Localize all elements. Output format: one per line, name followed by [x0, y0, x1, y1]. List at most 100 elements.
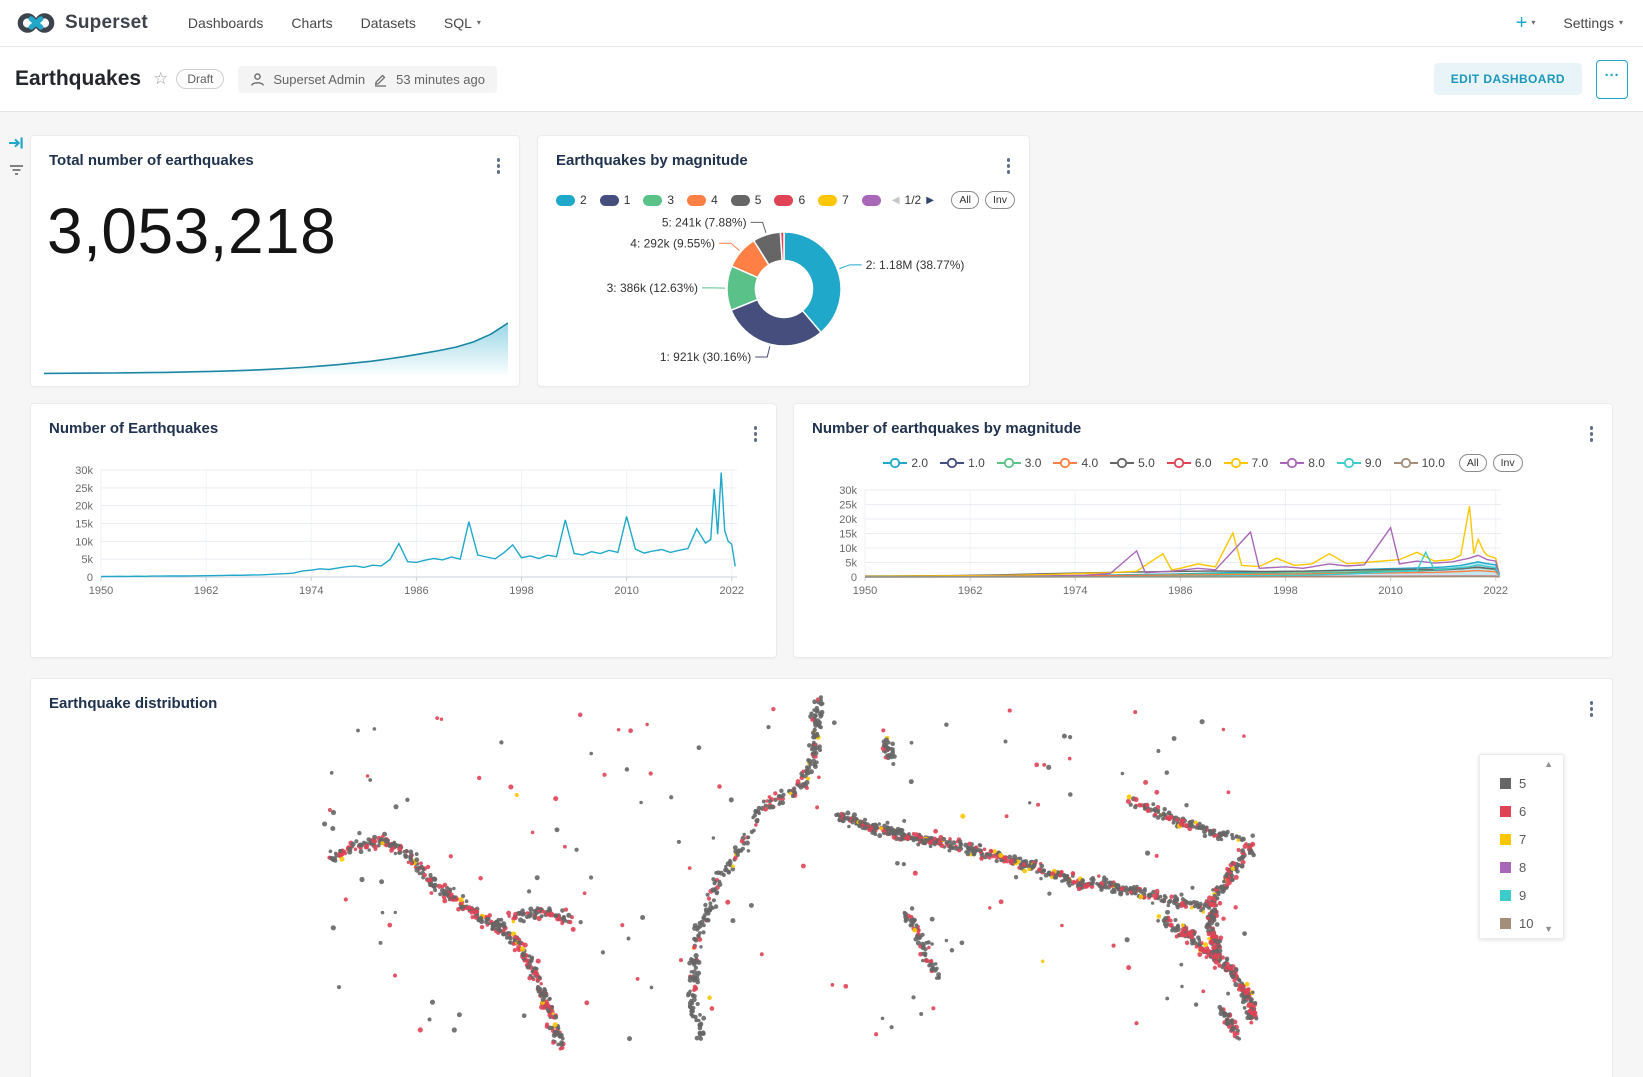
y-axis-tick: 25k	[839, 500, 857, 512]
expand-filter-bar-icon[interactable]	[8, 136, 24, 150]
legend-swatch	[861, 194, 881, 206]
donut-slice-1[interactable]	[730, 298, 823, 347]
legend-item-5.0[interactable]: 5.0	[1110, 456, 1155, 470]
nav-item-datasets[interactable]: Datasets	[360, 15, 416, 31]
donut-chart[interactable]: 2: 1.18M (38.77%) 1: 921k (30.16%) 3: 386k…	[538, 208, 1031, 384]
map-legend-item-8[interactable]: 8	[1480, 853, 1563, 881]
legend-item-9.0[interactable]: 9.0	[1336, 456, 1382, 470]
legend-swatch	[1500, 833, 1511, 845]
legend-item-3[interactable]: 3	[643, 193, 674, 207]
more-options-button[interactable]: ···	[1596, 59, 1628, 99]
chart-card-earthquakes-by-magnitude: Earthquakes by magnitude 2 1 3 4 5 6 7 ◀ 1/2 ▶…	[537, 135, 1030, 387]
chart-options-kebab-icon[interactable]	[494, 155, 504, 177]
donut-slice-label: 4: 292k (9.55%)	[630, 236, 715, 250]
legend-label: 3	[667, 193, 675, 207]
map-legend-item-5[interactable]: 5	[1480, 769, 1563, 797]
legend-line-marker	[1110, 457, 1135, 469]
y-axis-tick: 0	[87, 572, 93, 584]
series-line-main	[100, 472, 736, 578]
brand-name: Superset	[65, 12, 148, 33]
legend-item-4.0[interactable]: 4.0	[1053, 456, 1098, 470]
nav-item-dashboards[interactable]: Dashboards	[187, 15, 264, 31]
legend-item-3.0[interactable]: 3.0	[996, 456, 1042, 470]
legend-item-7.0[interactable]: 7.0	[1223, 456, 1268, 470]
legend-item-5[interactable]: 5	[730, 193, 762, 207]
legend-line-marker	[1053, 457, 1078, 469]
map-canvas[interactable]	[31, 679, 1613, 1077]
chart-title: Total number of earthquakes	[49, 152, 254, 169]
legend-item-6[interactable]: 6	[774, 193, 805, 207]
legend-item-2[interactable]: 2	[556, 193, 587, 207]
legend-label: 3.0	[1024, 456, 1042, 470]
line-legend: 2.0 1.0 3.0 4.0 5.0 6.0 7.0 8.0 9.0 10.0 All Inv	[834, 454, 1572, 472]
series-line-7.0	[864, 505, 1500, 578]
dashboard-meta: Superset Admin 53 minutes ago	[238, 65, 498, 93]
legend-scroll-up-icon[interactable]: ▲	[1544, 759, 1553, 769]
legend-item-6.0[interactable]: 6.0	[1166, 456, 1212, 470]
big-number-value: 3,053,218	[47, 195, 337, 267]
legend-swatch	[818, 194, 838, 206]
x-axis-tick: 1974	[299, 585, 323, 597]
chart-card-number-of-earthquakes: Number of Earthquakes 0 5k 10k 15k 20k 25k 30k…	[30, 403, 777, 658]
legend-next-icon[interactable]: ▶	[926, 194, 934, 206]
owner-name[interactable]: Superset Admin	[273, 71, 366, 87]
legend-item-1.0[interactable]: 1.0	[940, 456, 985, 470]
y-axis-tick: 5k	[845, 558, 857, 570]
edit-pencil-icon[interactable]	[373, 72, 388, 87]
favorite-star-icon[interactable]: ☆	[153, 69, 169, 88]
nav-item-sql[interactable]: SQL ▾	[443, 15, 481, 31]
chart-options-kebab-icon[interactable]	[1587, 423, 1597, 445]
legend-swatch	[1500, 777, 1511, 789]
legend-label: 5	[1519, 775, 1527, 791]
chevron-down-icon: ▾	[1618, 18, 1623, 27]
filter-icon[interactable]	[9, 164, 24, 176]
legend-item-2.0[interactable]: 2.0	[883, 456, 928, 470]
map-legend-item-10[interactable]: 10	[1480, 909, 1563, 937]
y-axis-tick: 10k	[839, 543, 857, 555]
edit-dashboard-button[interactable]: EDIT DASHBOARD	[1433, 63, 1582, 95]
map-legend-item-9[interactable]: 9	[1480, 881, 1563, 909]
chart-options-kebab-icon[interactable]	[1004, 155, 1014, 177]
legend-all-button[interactable]: All	[951, 191, 979, 209]
trendline-sparkline	[44, 322, 508, 375]
chart-options-kebab-icon[interactable]	[1587, 698, 1597, 720]
legend-inv-button[interactable]: Inv	[984, 191, 1015, 209]
legend-swatch	[599, 194, 619, 206]
legend-label: 8	[1519, 859, 1527, 875]
chart-options-kebab-icon[interactable]	[751, 423, 761, 445]
legend-line-marker	[1280, 457, 1305, 469]
line-chart: 0 5k 10k 15k 20k 25k 30k 1950 1962 1974 1986 1998 20…	[75, 465, 744, 597]
legend-item-1[interactable]: 1	[599, 193, 630, 207]
map-legend-item-6[interactable]: 6	[1480, 797, 1563, 825]
legend-item-4[interactable]: 4	[687, 193, 718, 207]
map-legend-item-7[interactable]: 7	[1480, 825, 1563, 853]
x-axis-tick: 1986	[404, 585, 428, 597]
legend-prev-icon[interactable]: ◀	[891, 194, 900, 206]
legend-label: 2.0	[911, 456, 929, 470]
nav-item-charts[interactable]: Charts	[291, 15, 333, 31]
legend-item-8[interactable]	[861, 194, 886, 206]
legend-swatch	[643, 194, 663, 206]
legend-item-7[interactable]: 7	[818, 193, 849, 207]
x-axis-tick: 2022	[1484, 585, 1508, 597]
legend-item-8.0[interactable]: 8.0	[1280, 456, 1325, 470]
legend-item-10.0[interactable]: 10.0	[1393, 456, 1445, 470]
legend-inv-button[interactable]: Inv	[1492, 454, 1523, 472]
legend-line-marker	[1393, 457, 1418, 469]
legend-label: 6.0	[1194, 456, 1212, 470]
new-item-button[interactable]: + ▾	[1515, 11, 1536, 34]
x-axis-tick: 1962	[958, 585, 982, 597]
superset-logo[interactable]: Superset	[16, 11, 148, 35]
legend-scroll-down-icon[interactable]: ▼	[1544, 924, 1553, 934]
legend-label: 5	[754, 193, 762, 207]
donut-slice-2[interactable]	[783, 231, 842, 334]
donut-legend: 2 1 3 4 5 6 7 ◀ 1/2 ▶ All Inv	[556, 191, 1015, 209]
superset-infinity-icon	[17, 13, 55, 33]
donut-slice-6[interactable]	[779, 231, 785, 262]
chevron-down-icon: ▾	[1531, 18, 1536, 27]
settings-menu[interactable]: Settings ▾	[1563, 15, 1623, 31]
legend-all-button[interactable]: All	[1458, 454, 1487, 472]
legend-line-marker	[1166, 457, 1191, 469]
multi-line-chart: 0 5k 10k 15k 20k 25k 30k 1950 1962 1974 1986 1998 20…	[839, 485, 1508, 597]
chart-card-earthquakes-by-magnitude-lines: Number of earthquakes by magnitude 2.0 1.…	[793, 403, 1613, 658]
